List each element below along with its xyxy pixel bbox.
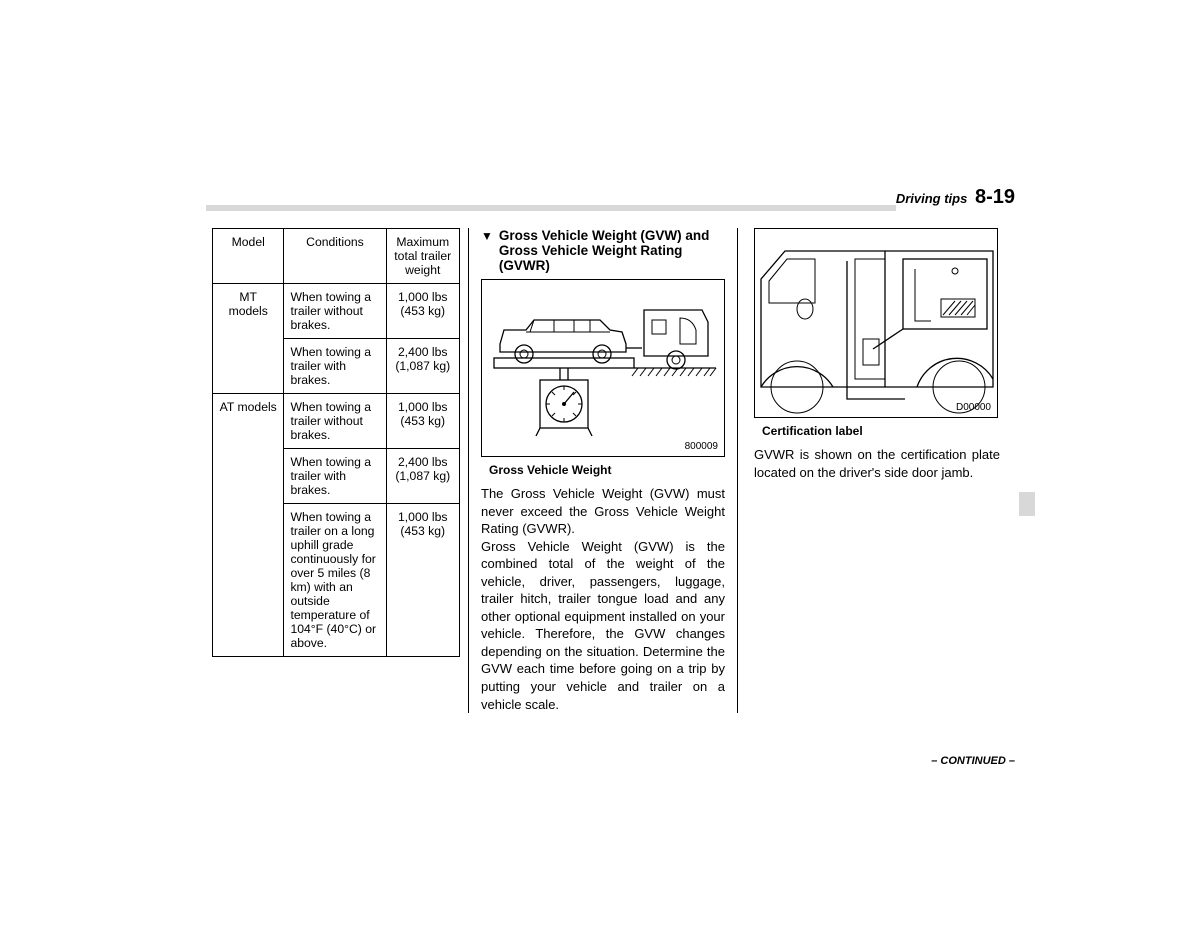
td-model: MT models	[213, 284, 284, 394]
td-max: 1,000 lbs (453 kg)	[386, 394, 460, 449]
body-para: GVWR is shown on the certification plate…	[754, 446, 1000, 481]
figure-cert-label: D00000	[754, 228, 998, 418]
header-rule	[206, 205, 896, 211]
td-max: 1,000 lbs (453 kg)	[386, 284, 460, 339]
gvw-illustration	[482, 280, 726, 458]
td-model: AT models	[213, 394, 284, 657]
trailer-weight-table: Model Conditions Maximum total trailer w…	[212, 228, 460, 657]
content-columns: Model Conditions Maximum total trailer w…	[206, 228, 1021, 713]
body-para-1: The Gross Vehicle Weight (GVW) must neve…	[481, 485, 725, 538]
figure-caption: Certification label	[762, 424, 1000, 438]
figure-gvw: 800009	[481, 279, 725, 457]
page-header: Driving tips 8-19	[896, 186, 1015, 209]
td-conditions: When towing a trailer with brakes.	[284, 449, 386, 504]
th-max: Maximum total trailer weight	[386, 229, 460, 284]
heading-text: Gross Vehicle Weight (GVW) and Gross Veh…	[499, 228, 725, 273]
td-conditions: When towing a trailer without brakes.	[284, 284, 386, 339]
td-conditions: When towing a trailer on a long uphill g…	[284, 504, 386, 657]
th-model: Model	[213, 229, 284, 284]
table-header-row: Model Conditions Maximum total trailer w…	[213, 229, 460, 284]
column-3: D00000 Certification label GVWR is shown…	[738, 228, 1006, 713]
body-para-2: Gross Vehicle Weight (GVW) is the combin…	[481, 538, 725, 713]
figure-id: 800009	[685, 441, 718, 452]
continued-label: – CONTINUED –	[931, 755, 1015, 767]
table-row: AT models When towing a trailer without …	[213, 394, 460, 449]
cert-label-illustration	[755, 229, 999, 419]
figure-id: D00000	[956, 402, 991, 413]
column-1: Model Conditions Maximum total trailer w…	[206, 228, 468, 713]
td-max: 2,400 lbs (1,087 kg)	[386, 339, 460, 394]
heading-marker-icon: ▼	[481, 228, 493, 245]
th-conditions: Conditions	[284, 229, 386, 284]
td-max: 2,400 lbs (1,087 kg)	[386, 449, 460, 504]
td-conditions: When towing a trailer with brakes.	[284, 339, 386, 394]
gvw-heading: ▼ Gross Vehicle Weight (GVW) and Gross V…	[481, 228, 725, 273]
table-row: MT models When towing a trailer without …	[213, 284, 460, 339]
figure-caption: Gross Vehicle Weight	[489, 463, 725, 477]
td-conditions: When towing a trailer without brakes.	[284, 394, 386, 449]
td-max: 1,000 lbs (453 kg)	[386, 504, 460, 657]
page-number: 8-19	[975, 186, 1015, 208]
tab-marker	[1019, 492, 1035, 516]
column-2: ▼ Gross Vehicle Weight (GVW) and Gross V…	[468, 228, 738, 713]
section-name: Driving tips	[896, 191, 968, 206]
